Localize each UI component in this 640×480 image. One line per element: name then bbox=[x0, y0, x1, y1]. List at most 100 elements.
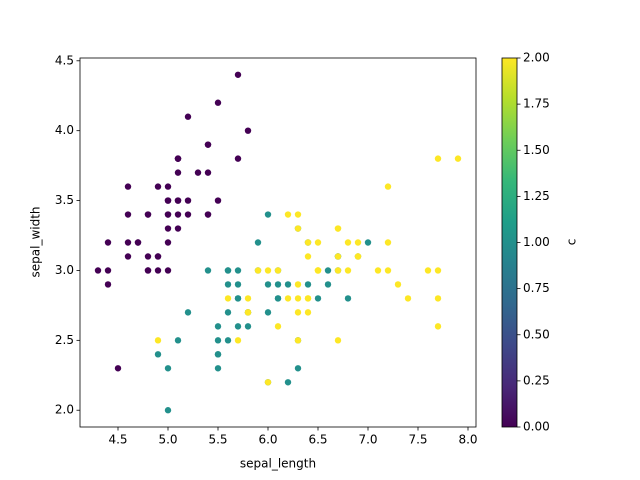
point bbox=[184, 211, 192, 218]
y-tick-label: 4.0 bbox=[55, 123, 74, 137]
point bbox=[104, 267, 112, 274]
point bbox=[234, 155, 242, 162]
point bbox=[434, 267, 442, 274]
colorbar-tick-label: 0.75 bbox=[523, 281, 550, 295]
point bbox=[304, 281, 312, 288]
point bbox=[454, 155, 462, 162]
point bbox=[394, 281, 402, 288]
x-tick-label: 5.0 bbox=[158, 433, 177, 447]
point bbox=[124, 253, 132, 260]
point bbox=[154, 351, 162, 358]
point bbox=[244, 323, 252, 330]
point bbox=[294, 281, 302, 288]
point bbox=[434, 155, 442, 162]
point bbox=[214, 337, 222, 344]
x-axis-label: sepal_length bbox=[240, 457, 316, 471]
point bbox=[434, 323, 442, 330]
x-tick-label: 8.0 bbox=[458, 433, 477, 447]
point bbox=[324, 281, 332, 288]
colorbar-tick-label: 1.75 bbox=[523, 97, 550, 111]
point bbox=[224, 337, 232, 344]
point bbox=[274, 281, 282, 288]
point bbox=[124, 183, 132, 190]
point bbox=[214, 365, 222, 372]
point bbox=[334, 253, 342, 260]
point bbox=[164, 407, 172, 414]
colorbar-tick-label: 2.00 bbox=[523, 51, 550, 65]
point bbox=[204, 141, 212, 148]
point bbox=[284, 295, 292, 302]
point bbox=[234, 267, 242, 274]
point bbox=[174, 337, 182, 344]
point bbox=[264, 379, 272, 386]
colorbar-tick-label: 0.00 bbox=[523, 420, 550, 434]
point bbox=[244, 127, 252, 134]
x-tick-label: 4.5 bbox=[108, 433, 127, 447]
point bbox=[384, 267, 392, 274]
point bbox=[174, 197, 182, 204]
point bbox=[204, 211, 212, 218]
point bbox=[184, 113, 192, 120]
point bbox=[224, 281, 232, 288]
point bbox=[164, 225, 172, 232]
x-tick-label: 5.5 bbox=[208, 433, 227, 447]
point bbox=[304, 295, 312, 302]
point bbox=[214, 99, 222, 106]
y-tick-label: 4.5 bbox=[55, 53, 74, 67]
point bbox=[234, 323, 242, 330]
colorbar-label: c bbox=[565, 239, 579, 246]
point bbox=[284, 379, 292, 386]
point bbox=[284, 281, 292, 288]
point bbox=[374, 267, 382, 274]
point bbox=[384, 239, 392, 246]
point bbox=[244, 295, 252, 302]
colorbar bbox=[501, 57, 518, 428]
colorbar-tick-label: 1.00 bbox=[523, 235, 550, 249]
point bbox=[384, 183, 392, 190]
point bbox=[314, 267, 322, 274]
point bbox=[104, 281, 112, 288]
point bbox=[174, 155, 182, 162]
point bbox=[124, 211, 132, 218]
point bbox=[224, 267, 232, 274]
point bbox=[334, 225, 342, 232]
point bbox=[164, 267, 172, 274]
point bbox=[364, 239, 372, 246]
point bbox=[164, 239, 172, 246]
point bbox=[314, 239, 322, 246]
point bbox=[264, 309, 272, 316]
point bbox=[324, 267, 332, 274]
point bbox=[264, 211, 272, 218]
colorbar-tick-label: 1.25 bbox=[523, 189, 550, 203]
point bbox=[294, 309, 302, 316]
colorbar-tick-label: 0.50 bbox=[523, 327, 550, 341]
point bbox=[184, 197, 192, 204]
point bbox=[334, 267, 342, 274]
point bbox=[434, 295, 442, 302]
point bbox=[204, 267, 212, 274]
point bbox=[214, 351, 222, 358]
colorbar-tick-label: 1.50 bbox=[523, 143, 550, 157]
point bbox=[134, 239, 142, 246]
point bbox=[294, 225, 302, 232]
point bbox=[154, 183, 162, 190]
point bbox=[294, 295, 302, 302]
point bbox=[174, 225, 182, 232]
point bbox=[164, 197, 172, 204]
point bbox=[214, 323, 222, 330]
point bbox=[144, 253, 152, 260]
point bbox=[184, 309, 192, 316]
point bbox=[244, 309, 252, 316]
point bbox=[104, 239, 112, 246]
point bbox=[144, 211, 152, 218]
point bbox=[314, 295, 322, 302]
point bbox=[154, 267, 162, 274]
point bbox=[234, 337, 242, 344]
point bbox=[234, 281, 242, 288]
y-axis-label: sepal_width bbox=[29, 206, 43, 277]
point bbox=[254, 267, 262, 274]
point bbox=[174, 211, 182, 218]
point bbox=[404, 295, 412, 302]
point bbox=[204, 169, 212, 176]
